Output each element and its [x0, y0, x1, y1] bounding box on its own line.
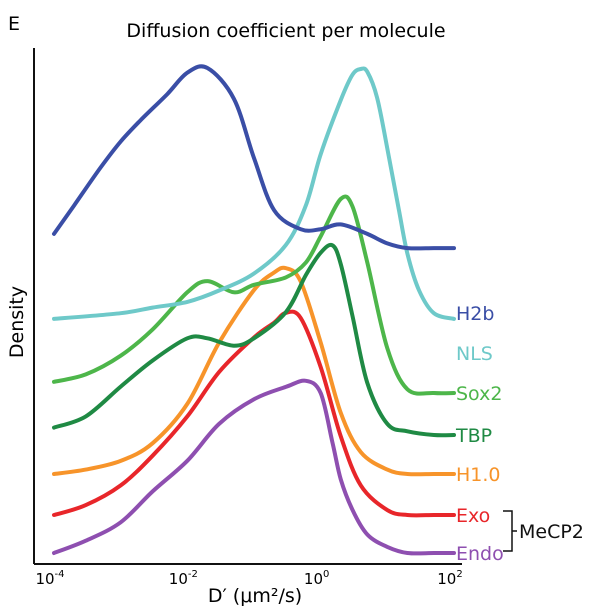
series-label-tbp: TBP	[455, 425, 492, 447]
series-line-nls	[52, 66, 456, 321]
x-tick-label-0: 10-4	[35, 569, 64, 588]
panel-label: E	[8, 13, 20, 35]
series-label-endo: Endo	[456, 543, 504, 565]
series-label-h1-0: H1.0	[456, 464, 501, 486]
series-line-endo	[52, 378, 456, 556]
x-axis-label: D′ (μm²/s)	[208, 585, 302, 607]
y-axis-label: Density	[6, 286, 28, 358]
x-tick-label-2: 100	[304, 569, 329, 588]
x-tick-label-3: 102	[437, 569, 462, 588]
chart-title: Diffusion coefficient per molecule	[126, 20, 445, 42]
series-line-exo	[52, 309, 456, 518]
series-label-nls: NLS	[456, 343, 493, 365]
series-label-exo: Exo	[456, 505, 490, 527]
series-line-sox2	[52, 194, 456, 396]
group-label-mecp2: MeCP2	[519, 521, 584, 543]
group-bracket	[503, 510, 513, 552]
series-label-h2b: H2b	[456, 303, 494, 325]
plot-area: 10-4 10-2 100 102 H2b NLS Sox2 TBP H1.0 Exo Endo Me…	[33, 48, 584, 588]
x-tick-label-1: 10-2	[169, 569, 198, 588]
series-line-tbp	[52, 242, 456, 438]
series-line-h2b	[52, 64, 456, 251]
series-line-h1-0	[52, 265, 456, 477]
series-label-sox2: Sox2	[456, 383, 502, 405]
